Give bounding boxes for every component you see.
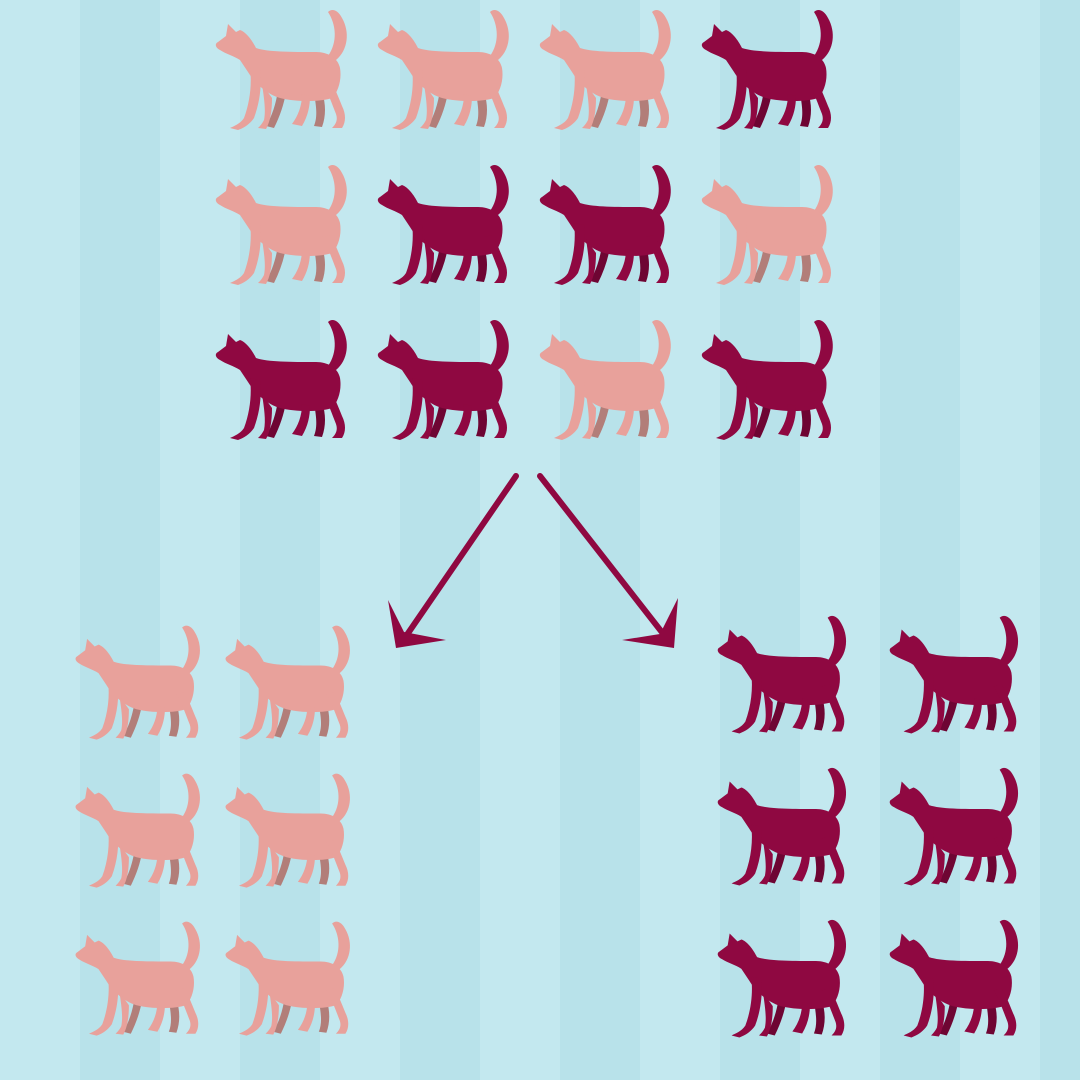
light-cat-icon <box>76 774 200 888</box>
light-cat-icon <box>76 626 200 740</box>
light-cat-icon <box>226 774 350 888</box>
light-cat-group <box>76 626 350 1036</box>
dark-cat-icon <box>702 10 833 130</box>
dark-cat-icon <box>216 320 347 440</box>
light-cat-icon <box>540 10 671 130</box>
dark-cat-icon <box>378 165 509 285</box>
dark-cat-icon <box>540 165 671 285</box>
dark-cat-icon <box>718 768 846 886</box>
dark-cat-group <box>718 616 1018 1038</box>
light-cat-icon <box>702 165 833 285</box>
mixed-cat-group <box>216 10 833 440</box>
dark-cat-icon <box>890 768 1018 886</box>
light-cat-icon <box>226 626 350 740</box>
dark-cat-icon <box>702 320 833 440</box>
dark-cat-icon <box>378 320 509 440</box>
arrow-down-left-icon <box>388 473 519 648</box>
light-cat-icon <box>226 922 350 1036</box>
light-cat-icon <box>216 10 347 130</box>
light-cat-icon <box>378 10 509 130</box>
dark-cat-icon <box>718 616 846 734</box>
light-cat-icon <box>216 165 347 285</box>
dark-cat-icon <box>890 616 1018 734</box>
arrow-down-right-icon <box>537 473 678 648</box>
dark-cat-icon <box>718 920 846 1038</box>
dark-cat-icon <box>890 920 1018 1038</box>
light-cat-icon <box>76 922 200 1036</box>
light-cat-icon <box>540 320 671 440</box>
